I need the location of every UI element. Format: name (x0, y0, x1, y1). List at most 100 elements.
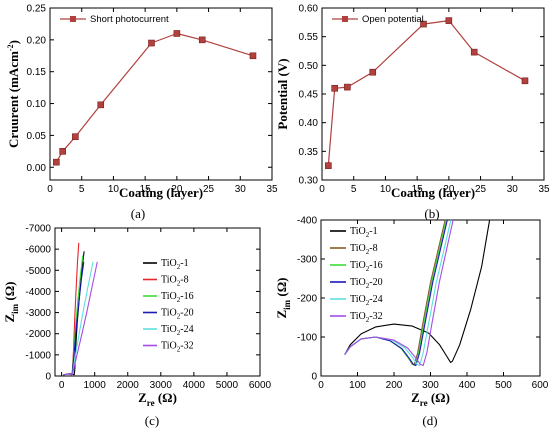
x-tick-label: 30 (235, 184, 247, 195)
y-tick-label: -5000 (25, 266, 51, 277)
y-tick-label: 0.55 (299, 32, 319, 43)
legend-label-4: TiO2-24 (350, 294, 383, 307)
legend-label-3: TiO2-20 (161, 308, 194, 321)
x-tick-label: 0 (319, 184, 325, 195)
series-line-0 (55, 32, 254, 163)
y-tick-label: 0.25 (27, 4, 47, 15)
data-point (331, 84, 338, 92)
y-tick-label: 0.05 (27, 131, 47, 142)
y-tick-label: 0.35 (299, 147, 319, 158)
y-tick-label: -100 (297, 333, 317, 344)
y-tick-label: -6000 (25, 245, 51, 256)
x-tick-label: 4000 (183, 380, 206, 391)
panel-label: (a) (131, 206, 145, 221)
data-point (470, 48, 478, 56)
x-tick-label: 15 (140, 184, 152, 195)
legend-label-5: TiO2-32 (350, 311, 383, 324)
x-tick-label: 3000 (150, 380, 173, 391)
y-tick-label: -4000 (25, 287, 51, 298)
x-tick-label: 10 (108, 184, 120, 195)
legend-label-5: TiO2-32 (161, 341, 194, 354)
y-tick-label: -400 (297, 216, 317, 227)
x-tick-label: 500 (495, 380, 512, 391)
y-tick-label: 0.40 (299, 118, 319, 129)
legend-label-0: TiO2-1 (161, 258, 189, 271)
panel-label: (d) (422, 413, 437, 428)
series-line-2 (63, 255, 84, 376)
x-tick-label: 20 (171, 184, 183, 195)
data-point (173, 30, 181, 37)
series-line-5 (63, 261, 98, 376)
y-tick-label: 0.00 (27, 163, 47, 174)
legend-label: Open potential (362, 14, 424, 25)
x-tick-label: 0 (318, 380, 324, 391)
x-tick-label: 600 (532, 380, 549, 391)
series-line-0 (327, 20, 526, 166)
x-tick-label: 30 (507, 184, 519, 195)
data-point (344, 83, 351, 91)
x-axis-title: Zre (Ω) (138, 390, 177, 408)
plot-frame (49, 7, 273, 181)
x-tick-label: 6000 (249, 380, 272, 391)
legend-label-4: TiO2-24 (161, 324, 194, 337)
x-tick-label: 25 (475, 184, 487, 195)
y-tick-label: 0.15 (27, 67, 47, 78)
data-point (148, 39, 155, 47)
x-tick-label: 5 (79, 184, 85, 195)
x-tick-label: 2000 (117, 380, 140, 391)
y-tick-label: 0 (311, 372, 317, 383)
data-point (420, 20, 427, 28)
x-axis-title: Coating (layer) (391, 185, 475, 200)
legend-marker (342, 16, 348, 22)
plot-frame (54, 227, 261, 377)
data-point (369, 68, 377, 76)
y-axis-title: Potential (V) (275, 58, 290, 129)
legend-label-0: TiO2-1 (350, 226, 378, 239)
y-axis-title: Cruurent (mAcm-2) (6, 40, 21, 148)
x-tick-label: 400 (459, 380, 476, 391)
legend-label-2: TiO2-16 (350, 260, 383, 273)
y-tick-label: 0.60 (299, 4, 319, 15)
y-tick-label: -200 (297, 294, 317, 305)
x-tick-label: 20 (443, 184, 455, 195)
x-tick-label: 0 (47, 184, 53, 195)
legend-marker (70, 16, 76, 22)
plot-frame (321, 7, 545, 181)
x-tick-label: 35 (266, 184, 278, 195)
data-point (198, 36, 206, 44)
y-tick-label: -3000 (25, 308, 51, 319)
x-axis-title: Coating (layer) (119, 185, 203, 200)
y-tick-label: -300 (297, 255, 317, 266)
y-tick-label: 0.10 (27, 99, 47, 110)
data-point (521, 77, 529, 85)
y-tick-label: -2000 (25, 329, 51, 340)
y-tick-label: 0 (45, 372, 51, 383)
series-line-4 (344, 219, 452, 367)
x-tick-label: 35 (538, 184, 550, 195)
x-tick-label: 5 (351, 184, 357, 195)
legend-label-1: TiO2-8 (161, 275, 189, 288)
x-tick-label: 1000 (84, 380, 107, 391)
data-point (445, 17, 453, 24)
panel-label: (c) (145, 413, 159, 428)
series-line-3 (344, 219, 448, 367)
x-tick-label: 0 (59, 380, 65, 391)
x-tick-label: 10 (380, 184, 392, 195)
data-point (325, 162, 332, 169)
x-axis-title: Zre (Ω) (411, 390, 450, 408)
panel-label: (b) (424, 206, 439, 221)
data-point (249, 52, 257, 60)
x-tick-label: 300 (422, 380, 439, 391)
x-tick-label: 100 (349, 380, 366, 391)
panel-c-chart: 0 1000 2000 3000 4000 5000 6000 0 -1000 -2000 -300… (2, 224, 272, 429)
x-tick-label: 200 (386, 380, 403, 391)
y-tick-label: 0.50 (299, 61, 319, 72)
series-line-0 (344, 219, 491, 363)
y-tick-label: 0.20 (27, 35, 47, 46)
panel-a-chart: 0 5 10 15 20 25 30 35 0.00 0.05 0.10 0.15 0.20 0.25 (a… (6, 4, 278, 222)
y-tick-label: -1000 (25, 350, 51, 361)
legend-label: Short photocurrent (90, 14, 169, 25)
panel-d-chart: 0 100 200 300 400 500 600 0 -100 -200 -300 -400 (d) Z… (274, 216, 549, 429)
legend-label-1: TiO2-8 (350, 243, 378, 256)
